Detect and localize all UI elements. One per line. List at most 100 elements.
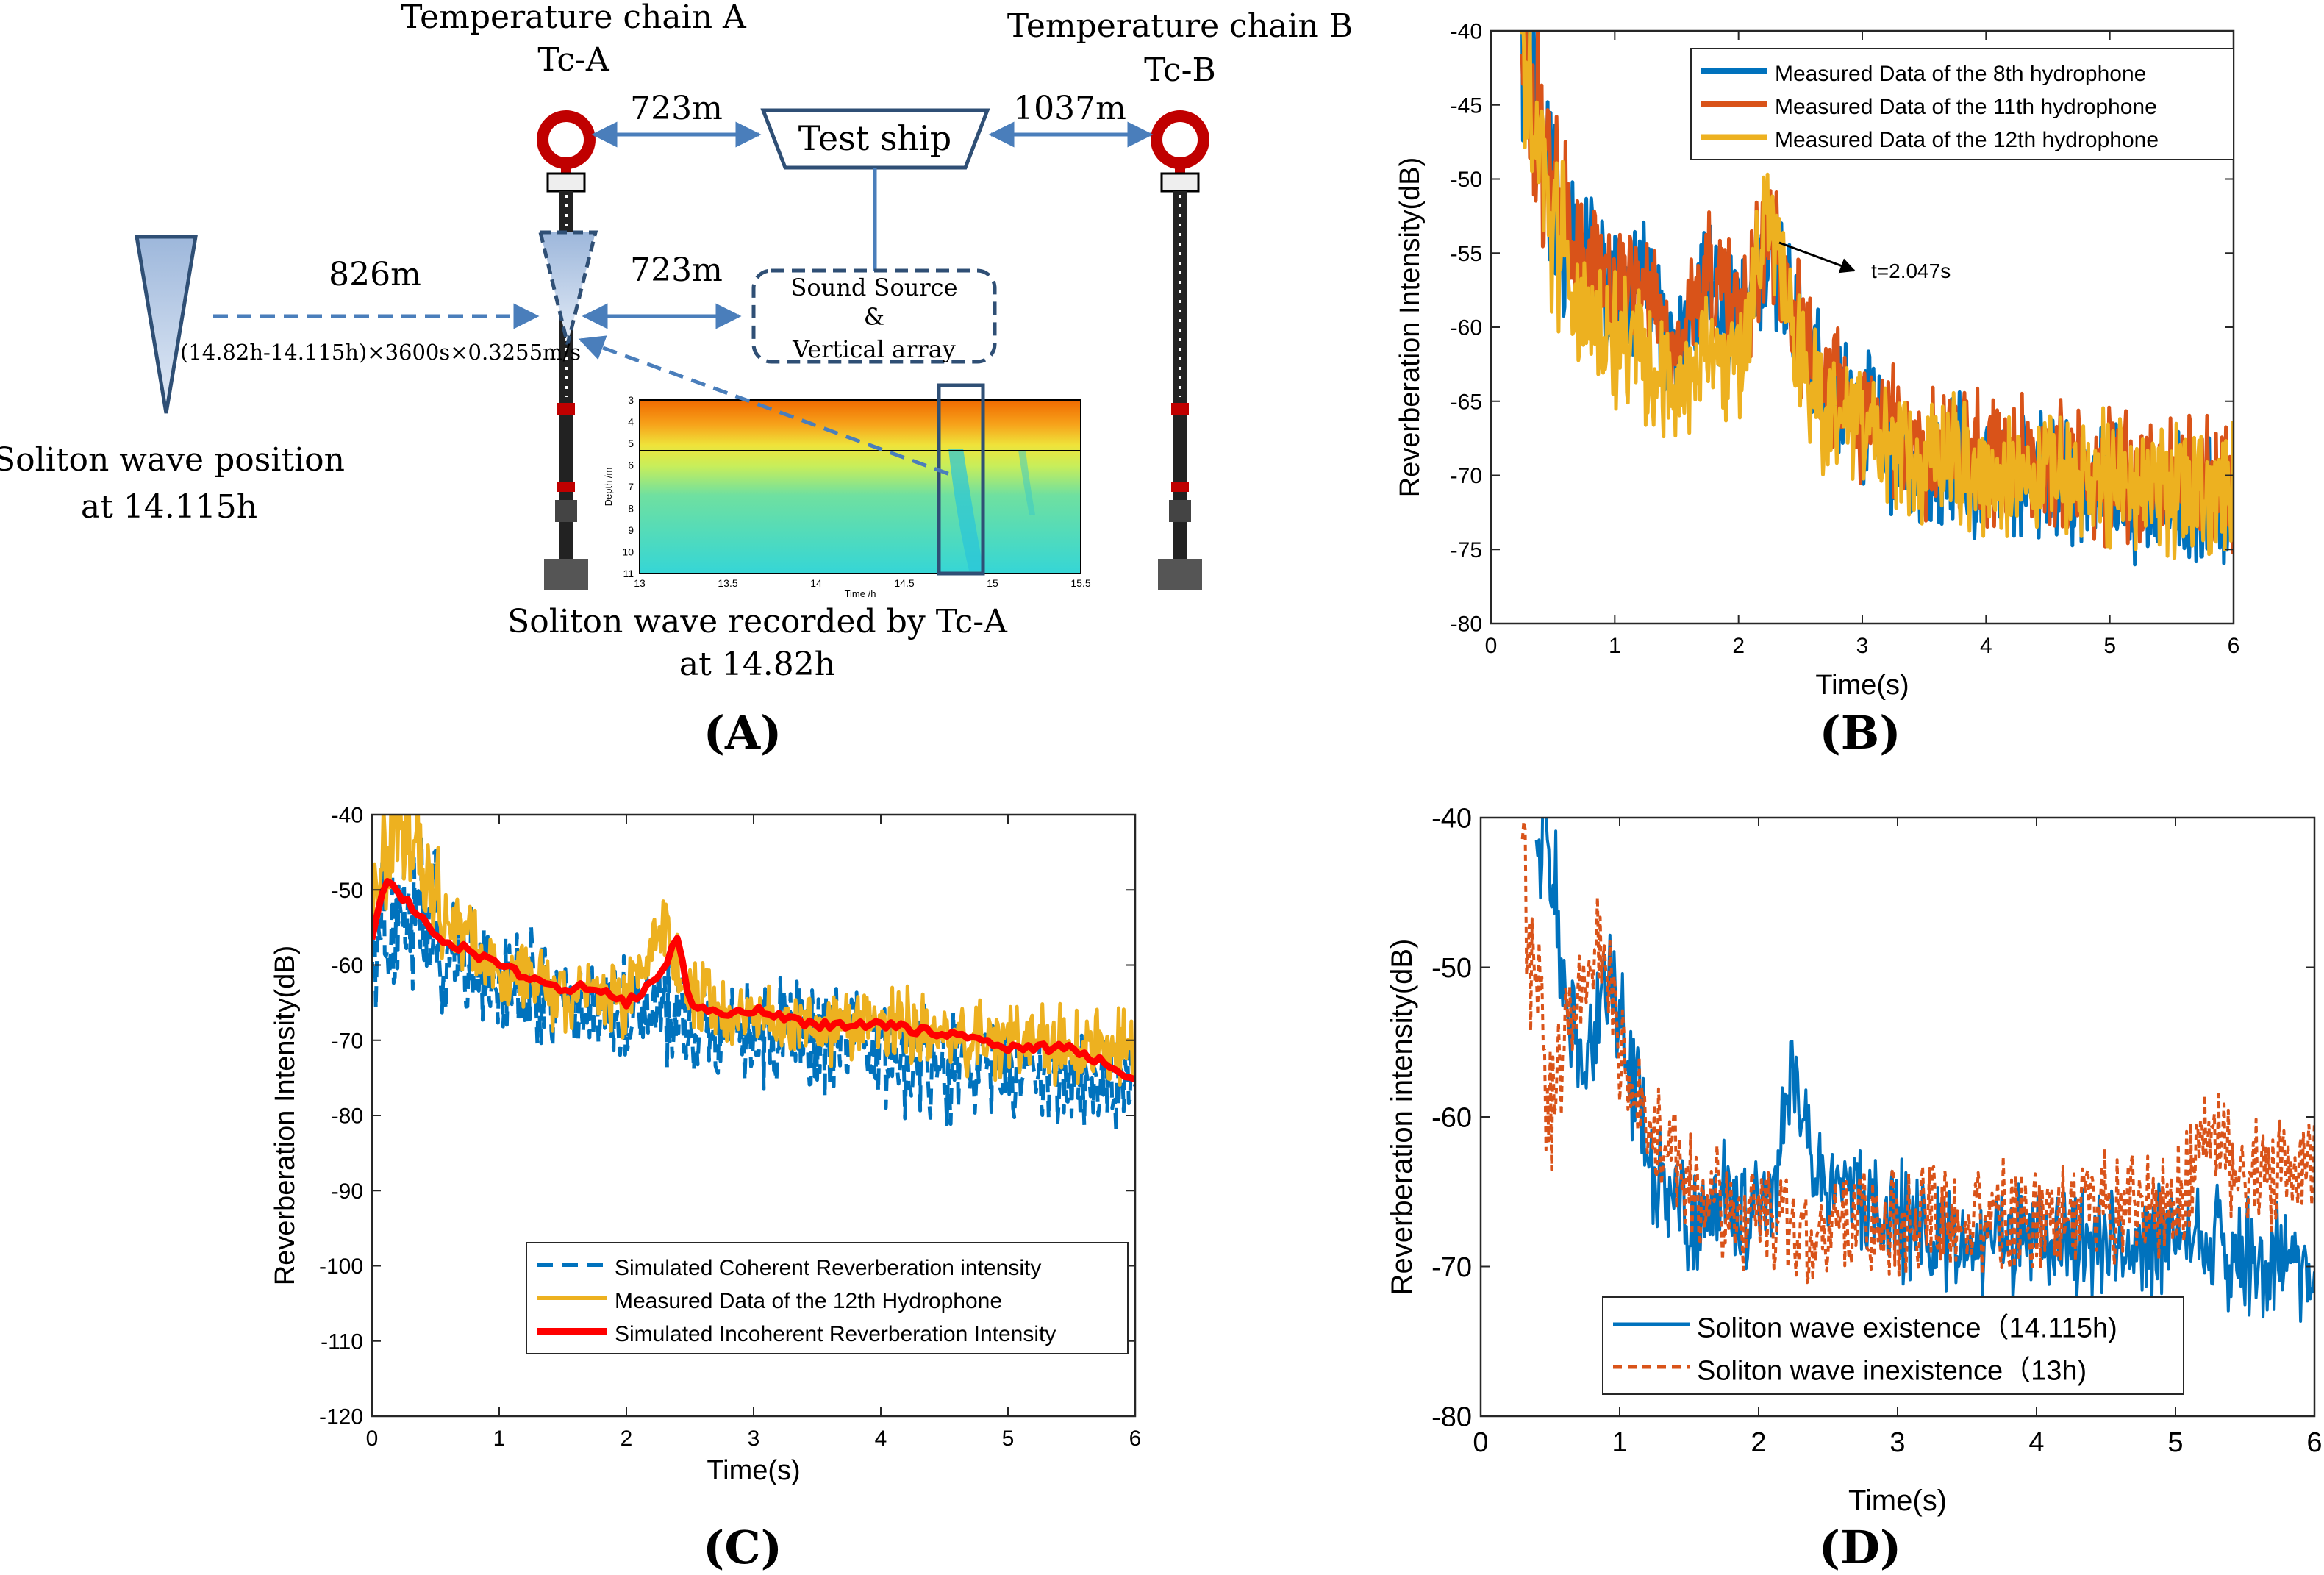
x-tick-label: 0 (366, 1426, 379, 1451)
heatmap-y-tick: 7 (628, 481, 634, 493)
recorded-line-2: at 14.82h (679, 646, 835, 683)
panel-d-chart: 0 1 2 3 4 5 6 -40 -50 -60 -70 -80 Time(s) Reverberati… (1386, 803, 2323, 1574)
soliton-highlight-box (937, 383, 985, 576)
heatmap-x-tick: 15 (987, 577, 998, 589)
series-line-3 (372, 878, 1135, 1083)
x-tick-label: 6 (2228, 634, 2240, 658)
temperature-chain-b (1151, 110, 1209, 590)
series-line-2 (372, 815, 1135, 1087)
heatmap-x-ticks: 13 13.5 14 14.5 15 15.5 (634, 577, 1091, 589)
x-tick-label: 6 (1129, 1426, 1142, 1451)
y-axis-label: Reverberation Intensity(dB) (270, 946, 301, 1286)
chain-a-anchor (544, 559, 588, 590)
series-line-3 (1520, 31, 2234, 560)
heatmap-y-tick: 10 (622, 546, 634, 558)
chain-b-float (1160, 172, 1200, 193)
y-axis-label: Reverberation Intensity(dB) (1395, 157, 1426, 498)
x-tick-label: 1 (1609, 634, 1621, 658)
chain-b-sensor (1171, 482, 1189, 492)
y-tick-label: -60 (1431, 1102, 1472, 1133)
heatmap-x-tick: 14 (810, 577, 822, 589)
soliton-formula: (14.82h-14.115h)×3600s×0.3255m/s (180, 340, 581, 365)
legend-entry-label: Measured Data of the 12th hydrophone (1775, 128, 2159, 152)
y-tick-label: -40 (1431, 803, 1472, 834)
panel-letter: (B) (1819, 706, 1901, 760)
panel-letter: (C) (703, 1521, 782, 1574)
heatmap-y-tick: 6 (628, 460, 634, 471)
heatmap-ylabel: Depth /m (603, 468, 614, 507)
y-tick-label: -50 (1431, 953, 1472, 984)
legend-box (1690, 48, 2234, 160)
heatmap-soliton-streak (948, 449, 984, 571)
legend-entry-label: Measured Data of the 12th Hydrophone (615, 1289, 1002, 1313)
chain-a-title: Temperature chain A (401, 0, 747, 36)
x-axis-label: Time(s) (707, 1455, 800, 1486)
chain-b-weight (1169, 500, 1191, 522)
test-ship-icon (760, 108, 990, 170)
y-tick-label: -70 (1431, 1252, 1472, 1283)
panel-a-letter: (A) (704, 706, 782, 760)
heatmap-y-tick: 11 (623, 568, 634, 579)
sound-source-box (751, 268, 997, 364)
y-axis-label: Reverberation intensity(dB) (1386, 939, 1418, 1296)
chain-a-sensor (557, 403, 575, 415)
chain-a-connector (561, 163, 571, 174)
x-tick-label: 0 (1473, 1427, 1488, 1458)
x-tick-label: 2 (621, 1426, 633, 1451)
temperature-chain-a (537, 110, 596, 590)
y-tick-label: -80 (332, 1104, 363, 1129)
y-tick-label: -80 (1451, 612, 1482, 637)
chain-a-sensor (557, 482, 575, 492)
panel-c-chart: 0 1 2 3 4 5 6 -40 -50 -60 -70 -80 -90 -100 -110 -120 Tim… (270, 804, 1142, 1575)
legend-entry-label: Soliton wave existence（14.115h) (1697, 1312, 2117, 1343)
heatmap-y-tick: 8 (628, 503, 634, 515)
y-tick-label: -60 (332, 954, 363, 978)
heatmap-y-tick: 5 (628, 438, 634, 449)
y-tick-label: -120 (319, 1405, 363, 1429)
x-tick-label: 2 (1751, 1427, 1766, 1458)
y-tick-label: -90 (332, 1179, 363, 1204)
y-tick-label: -70 (332, 1029, 363, 1053)
annotation-arrow (1778, 241, 1856, 274)
arrow-to-record (578, 335, 957, 479)
legend-entry-label: Measured Data of the 8th hydrophone (1775, 62, 2146, 86)
heatmap-y-ticks: 3 4 5 6 7 8 9 10 11 (622, 394, 634, 579)
test-ship-label: Test ship (798, 118, 951, 158)
y-tick-label: -75 (1451, 538, 1482, 562)
buoy-b-icon (1151, 110, 1209, 169)
x-tick-label: 3 (1856, 634, 1869, 658)
heatmap-y-tick: 4 (628, 416, 634, 428)
panel-b-chart: 0 1 2 3 4 5 6 -40 -45 -50 -55 -60 -65 -70 -75 -80 Time(s… (1395, 20, 2240, 760)
series-line-2 (1520, 820, 2314, 1285)
y-tick-label: -50 (1451, 168, 1482, 192)
x-tick-label: 2 (1732, 634, 1745, 658)
y-tick-label: -110 (321, 1329, 363, 1354)
chain-b-sensor (1171, 403, 1189, 415)
soliton-position-line-2: at 14.115h (81, 488, 257, 526)
x-tick-label: 1 (1612, 1427, 1627, 1458)
x-tick-label: 5 (2103, 634, 2116, 658)
chain-b-cable (1173, 191, 1187, 559)
annotation-label: t=2.047s (1871, 260, 1951, 282)
source-line-2: & (864, 303, 884, 331)
x-axis-label: Time(s) (1815, 670, 1909, 701)
x-tick-label: 5 (1002, 1426, 1015, 1451)
x-tick-label: 3 (1889, 1427, 1905, 1458)
x-tick-label: 4 (1980, 634, 1992, 658)
dist-a-source-label: 723m (630, 251, 723, 289)
panel-a-diagram: Temperature chain A Tc-A Temperature cha… (0, 0, 1353, 760)
y-tick-label: -100 (319, 1254, 363, 1279)
legend-entry-label: Measured Data of the 11th hydrophone (1775, 95, 2157, 119)
x-axis-label: Time(s) (1848, 1485, 1947, 1517)
heatmap-streak (1018, 450, 1035, 515)
heatmap-x-tick: 14.5 (894, 577, 914, 589)
legend-box (526, 1242, 1129, 1354)
heatmap-y-tick: 3 (628, 394, 634, 406)
panel-letter: (D) (1819, 1521, 1901, 1574)
buoy-a-icon (537, 110, 596, 169)
heatmap-xlabel: Time /h (845, 588, 876, 599)
dist-soliton-label: 826m (329, 256, 421, 293)
chain-b-connector (1175, 163, 1185, 174)
dist-ship-b-label: 1037m (1013, 90, 1126, 127)
legend-entry-label: Simulated Incoherent Reverberation Inten… (615, 1322, 1056, 1346)
